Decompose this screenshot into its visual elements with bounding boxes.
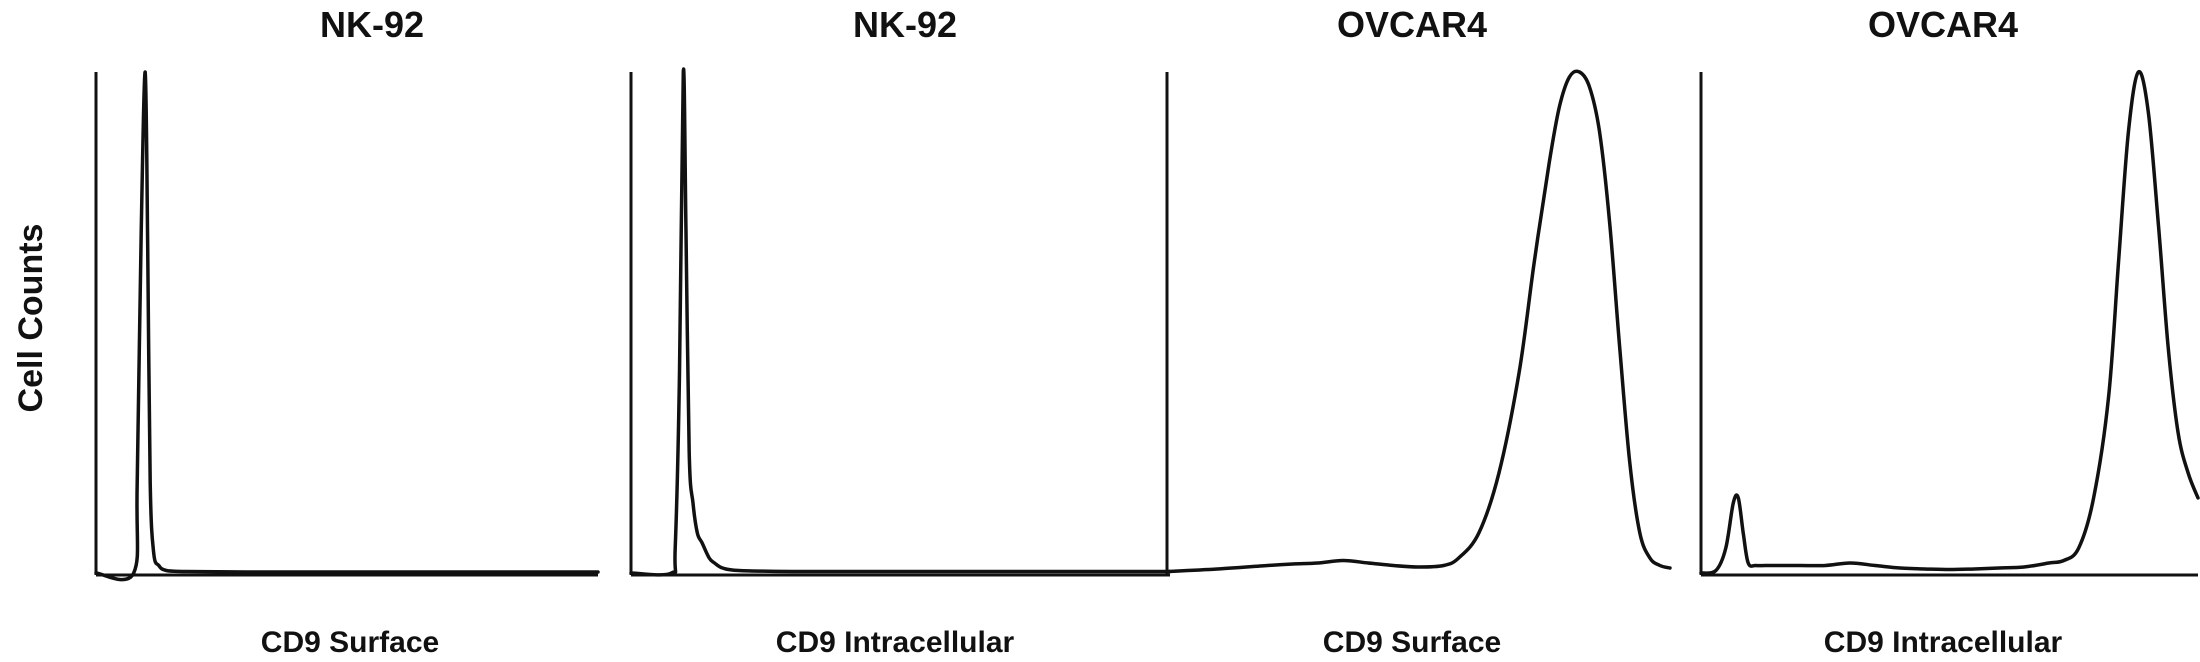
panel-title: OVCAR4 <box>1868 4 2018 45</box>
histogram-curve-nk-92-cd9-intracellular <box>629 67 1172 577</box>
panel-title: NK-92 <box>853 4 957 45</box>
panel-ovcar4-surface: OVCAR4 CD9 Surface <box>1165 4 1672 659</box>
panel-title: OVCAR4 <box>1337 4 1487 45</box>
x-axis-label: CD9 Intracellular <box>1824 626 2063 659</box>
panel-nk92-surface: NK-92 CD9 Surface <box>94 4 600 659</box>
x-axis-label: CD9 Intracellular <box>776 626 1015 659</box>
histogram-curve-nk-92-cd9-surface <box>94 70 600 582</box>
panel-nk92-intracellular: NK-92 CD9 Intracellular <box>629 4 1172 659</box>
x-axis-label: CD9 Surface <box>1323 626 1501 659</box>
y-axis-label: Cell Counts <box>12 224 50 413</box>
panel-title: NK-92 <box>320 4 424 45</box>
x-axis-label: CD9 Surface <box>261 626 439 659</box>
panel-ovcar4-intracellular: OVCAR4 CD9 Intracellular <box>1699 4 2200 659</box>
histogram-curve-ovcar4-cd9-surface <box>1165 69 1672 574</box>
histogram-curve-ovcar4-cd9-intracellular <box>1699 69 2200 575</box>
